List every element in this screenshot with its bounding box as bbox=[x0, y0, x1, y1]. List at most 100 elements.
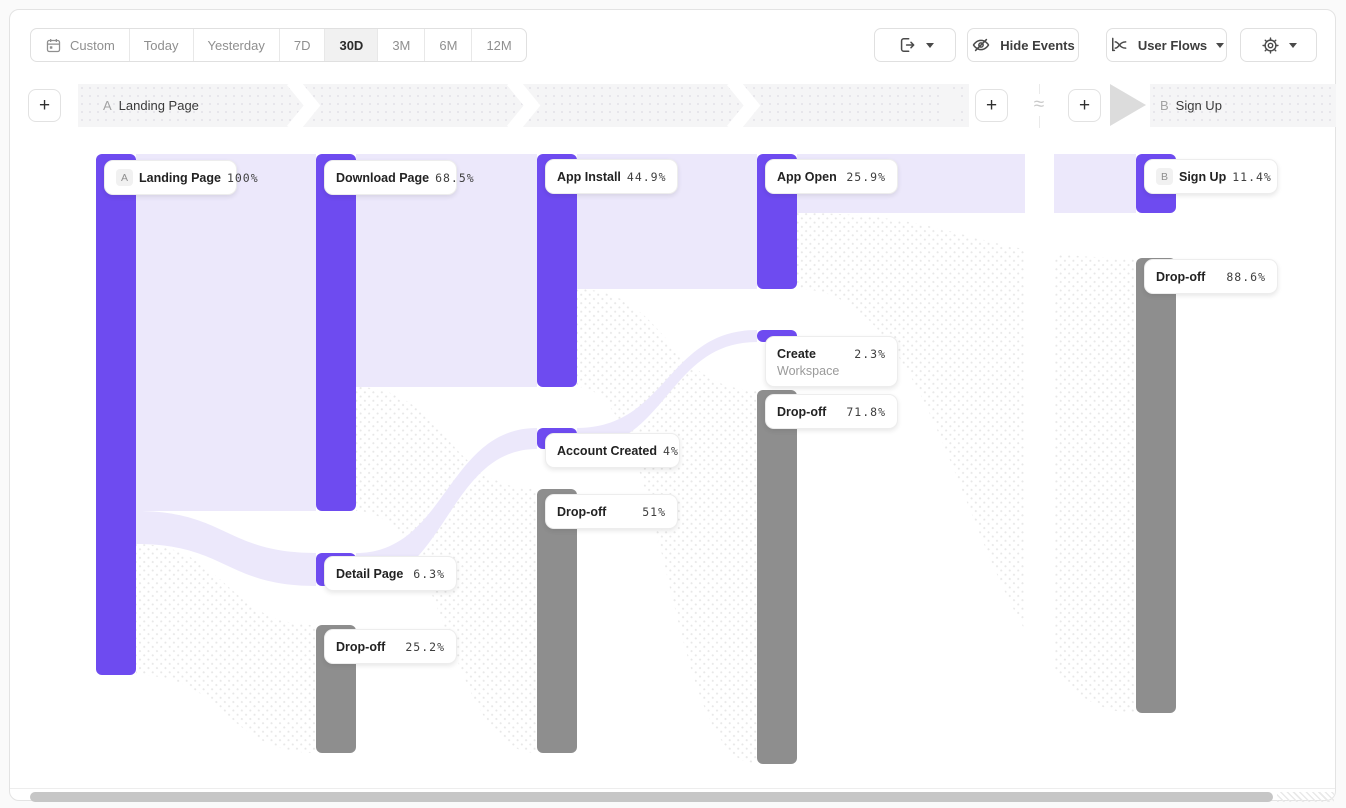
node-card-drop-off-sign-up[interactable]: Drop-off 88.6% bbox=[1144, 259, 1278, 294]
node-label-text: Sign Up bbox=[1179, 169, 1227, 184]
node-badge-a: A bbox=[116, 169, 133, 186]
flow-link-landing-page-to-download-page[interactable] bbox=[136, 154, 316, 511]
node-value: 25.9% bbox=[846, 169, 886, 184]
node-badge-b: B bbox=[1156, 168, 1173, 185]
flow-link-section-b-edge-to-sign-up[interactable] bbox=[1054, 154, 1136, 213]
node-bar-landing-page[interactable] bbox=[96, 154, 136, 675]
add-step-button-section-a-end[interactable]: + bbox=[975, 89, 1008, 122]
section-a-band-arrow-tip bbox=[944, 84, 968, 126]
flow-link-landing-page-to-detail-page[interactable] bbox=[136, 511, 316, 586]
date-range-3m[interactable]: 3M bbox=[378, 29, 426, 61]
add-step-button-left[interactable]: + bbox=[28, 89, 61, 122]
date-range-label: 6M bbox=[439, 37, 458, 53]
node-card-create-workspace[interactable]: Create 2.3% Workspace bbox=[765, 336, 898, 387]
date-range-label: 3M bbox=[392, 37, 411, 53]
section-b-band[interactable]: B Sign Up bbox=[1150, 84, 1336, 127]
node-bar-app-install[interactable] bbox=[537, 154, 577, 387]
node-value: 25.2% bbox=[405, 639, 445, 654]
section-b-leading-arrow bbox=[1110, 84, 1146, 126]
eye-off-icon bbox=[971, 35, 991, 55]
node-label-text: Account Created bbox=[557, 443, 658, 458]
node-label-text: Drop-off bbox=[557, 504, 607, 519]
node-bar-drop-off-install[interactable] bbox=[537, 489, 577, 753]
node-value: 44.9% bbox=[626, 169, 667, 184]
node-label-text: Drop-off bbox=[1156, 269, 1206, 284]
section-a-label: Landing Page bbox=[118, 98, 199, 113]
node-label-text: App Open bbox=[777, 169, 837, 184]
section-b-label: Sign Up bbox=[1175, 98, 1222, 113]
hide-events-button[interactable]: Hide Events bbox=[967, 28, 1079, 62]
node-card-landing-page[interactable]: A Landing Page 100% bbox=[104, 160, 258, 195]
node-value: 88.6% bbox=[1226, 269, 1266, 284]
node-label-line2: Workspace bbox=[777, 364, 840, 378]
node-label: App Install bbox=[557, 170, 621, 184]
node-bar-drop-off-sign-up[interactable] bbox=[1136, 258, 1176, 713]
node-card-detail-page[interactable]: Detail Page 6.3% bbox=[324, 556, 457, 591]
date-range-label: Custom bbox=[70, 37, 115, 53]
gear-icon bbox=[1261, 36, 1280, 55]
node-card-drop-off-app-open[interactable]: Drop-off 71.8% bbox=[765, 394, 898, 429]
node-value: 68.5% bbox=[435, 170, 475, 185]
add-step-button-section-b[interactable]: + bbox=[1068, 89, 1101, 122]
node-card-app-install[interactable]: App Install 44.9% bbox=[545, 159, 678, 194]
view-mode-button[interactable]: User Flows bbox=[1106, 28, 1227, 62]
node-label: Download Page bbox=[336, 171, 429, 185]
node-label-text: Download Page bbox=[336, 170, 430, 185]
node-label: Drop-off bbox=[777, 405, 826, 419]
node-value: 2.3% bbox=[854, 346, 886, 361]
settings-button[interactable] bbox=[1240, 28, 1317, 62]
node-card-sign-up[interactable]: B Sign Up 11.4% bbox=[1144, 159, 1278, 194]
node-card-account-created[interactable]: Account Created 4% bbox=[545, 433, 680, 468]
approx-symbol: ≈ bbox=[1027, 94, 1051, 116]
flow-link-account-created-to-create-workspace[interactable] bbox=[577, 330, 757, 449]
date-range-today[interactable]: Today bbox=[130, 29, 194, 61]
date-range-7d[interactable]: 7D bbox=[280, 29, 326, 61]
date-range-label: Today bbox=[143, 37, 179, 53]
date-range-label: 12M bbox=[486, 37, 512, 53]
node-value: 6.3% bbox=[413, 566, 445, 581]
node-card-download-page[interactable]: Download Page 68.5% bbox=[324, 160, 474, 195]
section-divider-line bbox=[1039, 84, 1040, 788]
node-label: Drop-off bbox=[1156, 270, 1205, 284]
flow-link-download-page-to-app-install[interactable] bbox=[356, 154, 537, 387]
node-label-text: Drop-off bbox=[777, 404, 827, 419]
view-mode-label: User Flows bbox=[1137, 37, 1208, 53]
caret-down-icon bbox=[1288, 42, 1297, 48]
caret-down-icon bbox=[1216, 42, 1225, 48]
date-range-custom[interactable]: Custom bbox=[31, 29, 130, 61]
node-label-text: App Install bbox=[557, 169, 621, 184]
section-a-badge: A bbox=[103, 98, 112, 113]
node-card-drop-off-landing[interactable]: Drop-off 25.2% bbox=[324, 629, 457, 664]
node-value: 4% bbox=[663, 443, 679, 458]
node-value: 11.4% bbox=[1232, 169, 1272, 184]
node-card-app-open[interactable]: App Open 25.9% bbox=[765, 159, 898, 194]
node-value: 71.8% bbox=[846, 404, 886, 419]
export-button[interactable] bbox=[874, 28, 956, 62]
node-card-drop-off-install[interactable]: Drop-off 51% bbox=[545, 494, 678, 529]
date-range-label: 7D bbox=[293, 37, 311, 53]
section-b-badge: B bbox=[1160, 98, 1169, 113]
node-bar-drop-off-app-open[interactable] bbox=[757, 390, 797, 764]
node-label-text: Create bbox=[777, 346, 816, 361]
node-bar-download-page[interactable] bbox=[316, 154, 356, 511]
content-bottom-separator bbox=[10, 788, 1335, 789]
horizontal-scrollbar-track-end bbox=[1277, 792, 1334, 802]
node-label: Drop-off bbox=[557, 505, 606, 519]
node-label-text: Landing Page bbox=[139, 170, 221, 185]
date-range-6m[interactable]: 6M bbox=[425, 29, 473, 61]
section-a-band[interactable]: A Landing Page bbox=[78, 84, 969, 127]
hide-events-label: Hide Events bbox=[1000, 37, 1075, 53]
node-label: App Open bbox=[777, 170, 837, 184]
flow-link-detail-page-to-account-created[interactable] bbox=[356, 428, 537, 586]
flows-chart-icon bbox=[1109, 35, 1129, 55]
export-icon bbox=[897, 35, 917, 55]
date-range-12m[interactable]: 12M bbox=[472, 29, 525, 61]
date-range-yesterday[interactable]: Yesterday bbox=[194, 29, 280, 61]
node-label-text: Drop-off bbox=[336, 639, 386, 654]
date-range-30d[interactable]: 30D bbox=[325, 29, 379, 61]
node-label: A Landing Page bbox=[116, 169, 221, 186]
caret-down-icon bbox=[925, 42, 934, 48]
calendar-icon bbox=[45, 37, 62, 54]
horizontal-scrollbar-thumb[interactable] bbox=[30, 792, 1273, 802]
